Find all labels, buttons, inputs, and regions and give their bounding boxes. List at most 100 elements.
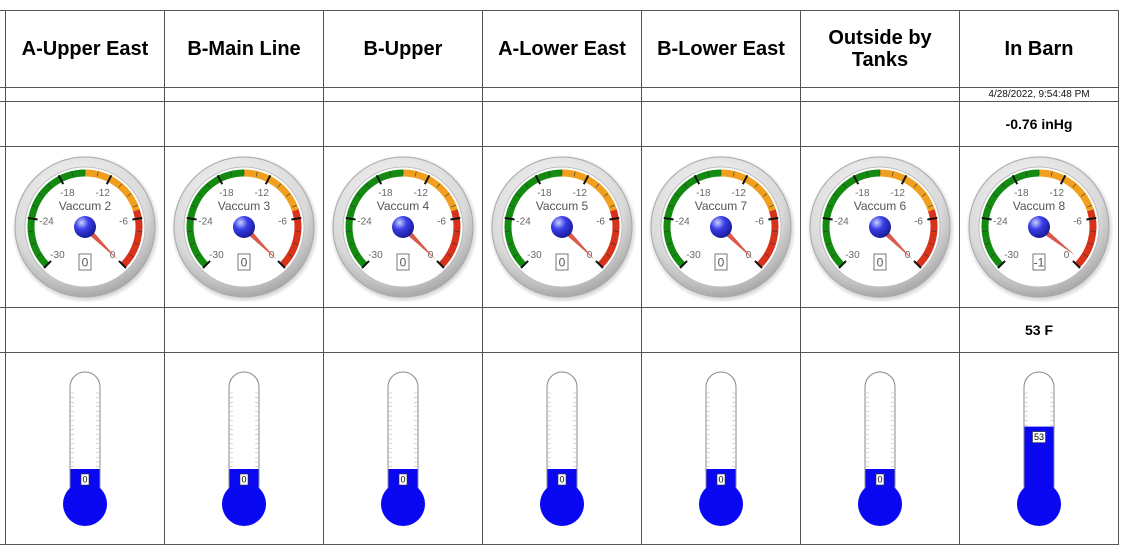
thermometer: 53	[1017, 371, 1061, 526]
gauge-major-tick	[375, 174, 383, 185]
gauge-minor-tick	[891, 171, 894, 177]
gauge-band	[1074, 209, 1097, 268]
gauge-row: -30 -24 -18 -12 -6 0 Vaccum 2 0 -30 -24 -18 -12 -6 0…	[0, 146, 1119, 308]
gauge-tick-label: -12	[413, 188, 428, 199]
gauge-tick-label: -12	[1049, 188, 1064, 199]
column-header: A-Upper East	[5, 10, 165, 88]
vacuum-gauge: -30 -24 -18 -12 -6 0 Vaccum 3 0	[171, 155, 319, 302]
gauge-tick-label: -12	[95, 188, 110, 199]
gauge-tick-label: -30	[50, 250, 65, 261]
column-header: In Barn	[959, 10, 1119, 88]
thermometer-readout: 53	[1034, 432, 1044, 442]
thermometer-cell: 0	[5, 352, 165, 545]
gauge-major-tick	[43, 260, 52, 269]
temperature-value-row: 53 F	[0, 307, 1119, 353]
gauge-band	[756, 209, 779, 268]
gauge-major-tick	[1059, 174, 1067, 185]
gauge-major-tick	[1072, 260, 1081, 269]
vacuum-value-row: -0.76 inHg	[0, 101, 1119, 147]
gauge-minor-tick	[833, 193, 839, 197]
gauge-major-tick	[852, 174, 860, 185]
gauge-tick-label: -6	[596, 216, 605, 227]
column-header: B-Lower East	[641, 10, 801, 88]
gauge-hub	[869, 216, 891, 238]
gauge-minor-tick	[365, 183, 370, 188]
timestamp-cell: 4/28/2022, 9:54:48 PM	[959, 87, 1119, 102]
gauge-readout: -1	[1034, 256, 1045, 270]
gauge-minor-tick	[291, 204, 297, 208]
gauge-band	[597, 209, 620, 268]
thermometer-bulb	[540, 481, 584, 526]
gauge-major-tick	[822, 216, 833, 221]
gauge-hub	[551, 216, 573, 238]
gauge-minor-tick	[929, 242, 935, 245]
gauge-band	[279, 209, 302, 268]
gauge-minor-tick	[38, 193, 44, 197]
gauge-tick-label: -12	[890, 188, 905, 199]
gauge-tick-label: 0	[269, 250, 275, 261]
timestamp-cell	[323, 87, 483, 102]
gauge-tick-label: -6	[437, 216, 446, 227]
gauge-major-tick	[741, 174, 749, 185]
thermometer-readout-box	[239, 473, 249, 485]
gauge-minor-tick	[285, 193, 291, 197]
gauge-label: Vaccum 3	[218, 199, 271, 213]
gauge-major-tick	[663, 216, 674, 221]
gauge-readout: 0	[718, 256, 725, 270]
column-title: In Barn	[1004, 38, 1074, 60]
gauge-tick-label: -24	[198, 216, 213, 227]
column-title: B-Upper	[363, 38, 443, 60]
temperature-cell	[800, 307, 960, 353]
gauge-tick-label: -18	[537, 188, 552, 199]
timestamp-cell	[800, 87, 960, 102]
header-row: A-Upper East B-Main Line B-Upper A-Lower…	[0, 10, 1119, 88]
gauge-minor-tick	[831, 253, 836, 258]
gauge-band	[879, 169, 935, 212]
thermometer-cell: 0	[323, 352, 483, 545]
gauge-minor-tick	[770, 242, 776, 245]
gauge-major-tick	[118, 260, 127, 269]
thermometer: 0	[699, 371, 743, 526]
thermometer-readout-box	[398, 473, 408, 485]
temperature-cell	[482, 307, 642, 353]
gauge-minor-tick	[674, 193, 680, 197]
timestamp-cell	[164, 87, 324, 102]
thermometer: 0	[858, 371, 902, 526]
gauge-tick-label: -24	[993, 216, 1008, 227]
gauge-minor-tick	[134, 242, 140, 245]
gauge-minor-tick	[990, 253, 995, 258]
gauge-minor-tick	[1080, 193, 1086, 197]
gauge-tick-label: -18	[1014, 188, 1029, 199]
gauge-minor-tick	[348, 242, 354, 245]
column-title: A-Upper East	[21, 38, 149, 60]
thermometer-tube	[864, 371, 896, 487]
gauge-band	[243, 169, 299, 212]
gauge-readout-box	[873, 253, 887, 271]
gauge-minor-tick	[866, 171, 869, 177]
gauge-major-tick	[57, 174, 65, 185]
thermometer-cell: 0	[800, 352, 960, 545]
gauge-hub	[74, 216, 96, 238]
timestamp-cell	[641, 87, 801, 102]
gauge-major-tick	[423, 174, 431, 185]
gauge-cell: -30 -24 -18 -12 -6 0 Vaccum 5 0	[482, 146, 642, 308]
gauge-minor-tick	[927, 204, 933, 208]
gauge-minor-tick	[356, 193, 362, 197]
gauge-major-tick	[582, 174, 590, 185]
gauge-tick-label: -12	[572, 188, 587, 199]
gauge-readout-box	[237, 253, 251, 271]
gauge-minor-tick	[825, 242, 831, 245]
gauge-minor-tick	[71, 171, 74, 177]
vacuum-cell	[323, 101, 483, 147]
thermometer-readout: 0	[559, 474, 564, 484]
gauge-minor-tick	[668, 204, 674, 208]
gauge-readout: 0	[241, 256, 248, 270]
gauge-minor-tick	[444, 193, 450, 197]
gauge-minor-tick	[191, 204, 197, 208]
gauge-minor-tick	[606, 253, 611, 258]
gauge-minor-tick	[842, 183, 847, 188]
gauge-major-tick	[216, 174, 224, 185]
timestamp: 4/28/2022, 9:54:48 PM	[988, 89, 1090, 100]
gauge-tick-label: -30	[368, 250, 383, 261]
gauge-minor-tick	[30, 242, 36, 245]
